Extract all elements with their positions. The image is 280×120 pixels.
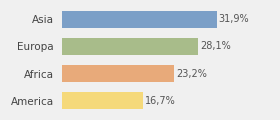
- Text: 23,2%: 23,2%: [176, 69, 207, 79]
- Bar: [62, 11, 217, 28]
- Text: 16,7%: 16,7%: [145, 96, 176, 106]
- Text: 31,9%: 31,9%: [219, 14, 249, 24]
- Bar: [62, 38, 198, 55]
- Bar: [62, 65, 174, 82]
- Bar: [62, 92, 143, 109]
- Text: 28,1%: 28,1%: [200, 41, 231, 51]
